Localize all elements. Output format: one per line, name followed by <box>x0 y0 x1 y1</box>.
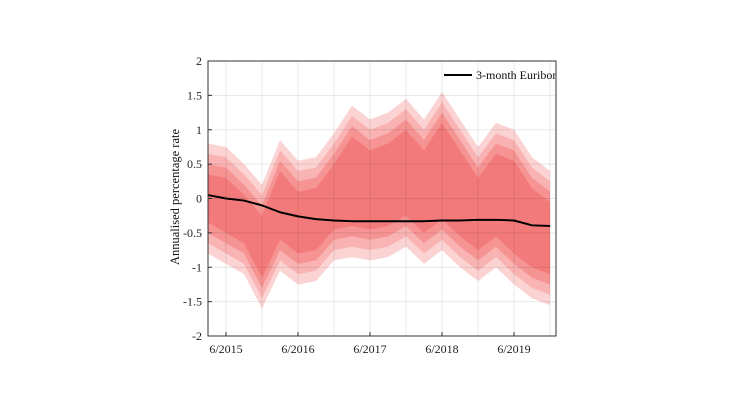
x-tick-label-2: 6/2017 <box>353 342 386 356</box>
x-tick-label-3: 6/2018 <box>425 342 458 356</box>
legend-label: 3-month Euribor <box>476 68 556 82</box>
y-tick-label-8: -2 <box>192 329 202 343</box>
y-tick-label-3: 0.5 <box>187 157 202 171</box>
legend: 3-month Euribor <box>444 68 556 82</box>
y-tick-label-7: -1.5 <box>183 295 202 309</box>
y-tick-label-6: -1 <box>192 260 202 274</box>
x-tick-label-4: 6/2019 <box>497 342 530 356</box>
y-tick-label-2: 1 <box>196 123 202 137</box>
y-tick-label-5: -0.5 <box>183 226 202 240</box>
x-tick-label-0: 6/2015 <box>209 342 242 356</box>
y-tick-label-4: 0 <box>196 192 202 206</box>
series-line-euribor <box>207 194 551 227</box>
fan-band-4 <box>208 122 551 278</box>
y-tick-label-0: 2 <box>196 54 202 68</box>
x-tick-label-1: 6/2016 <box>281 342 314 356</box>
y-tick-label-1: 1.5 <box>187 88 202 102</box>
y-axis-label: Annualised percentage rate <box>168 129 182 265</box>
